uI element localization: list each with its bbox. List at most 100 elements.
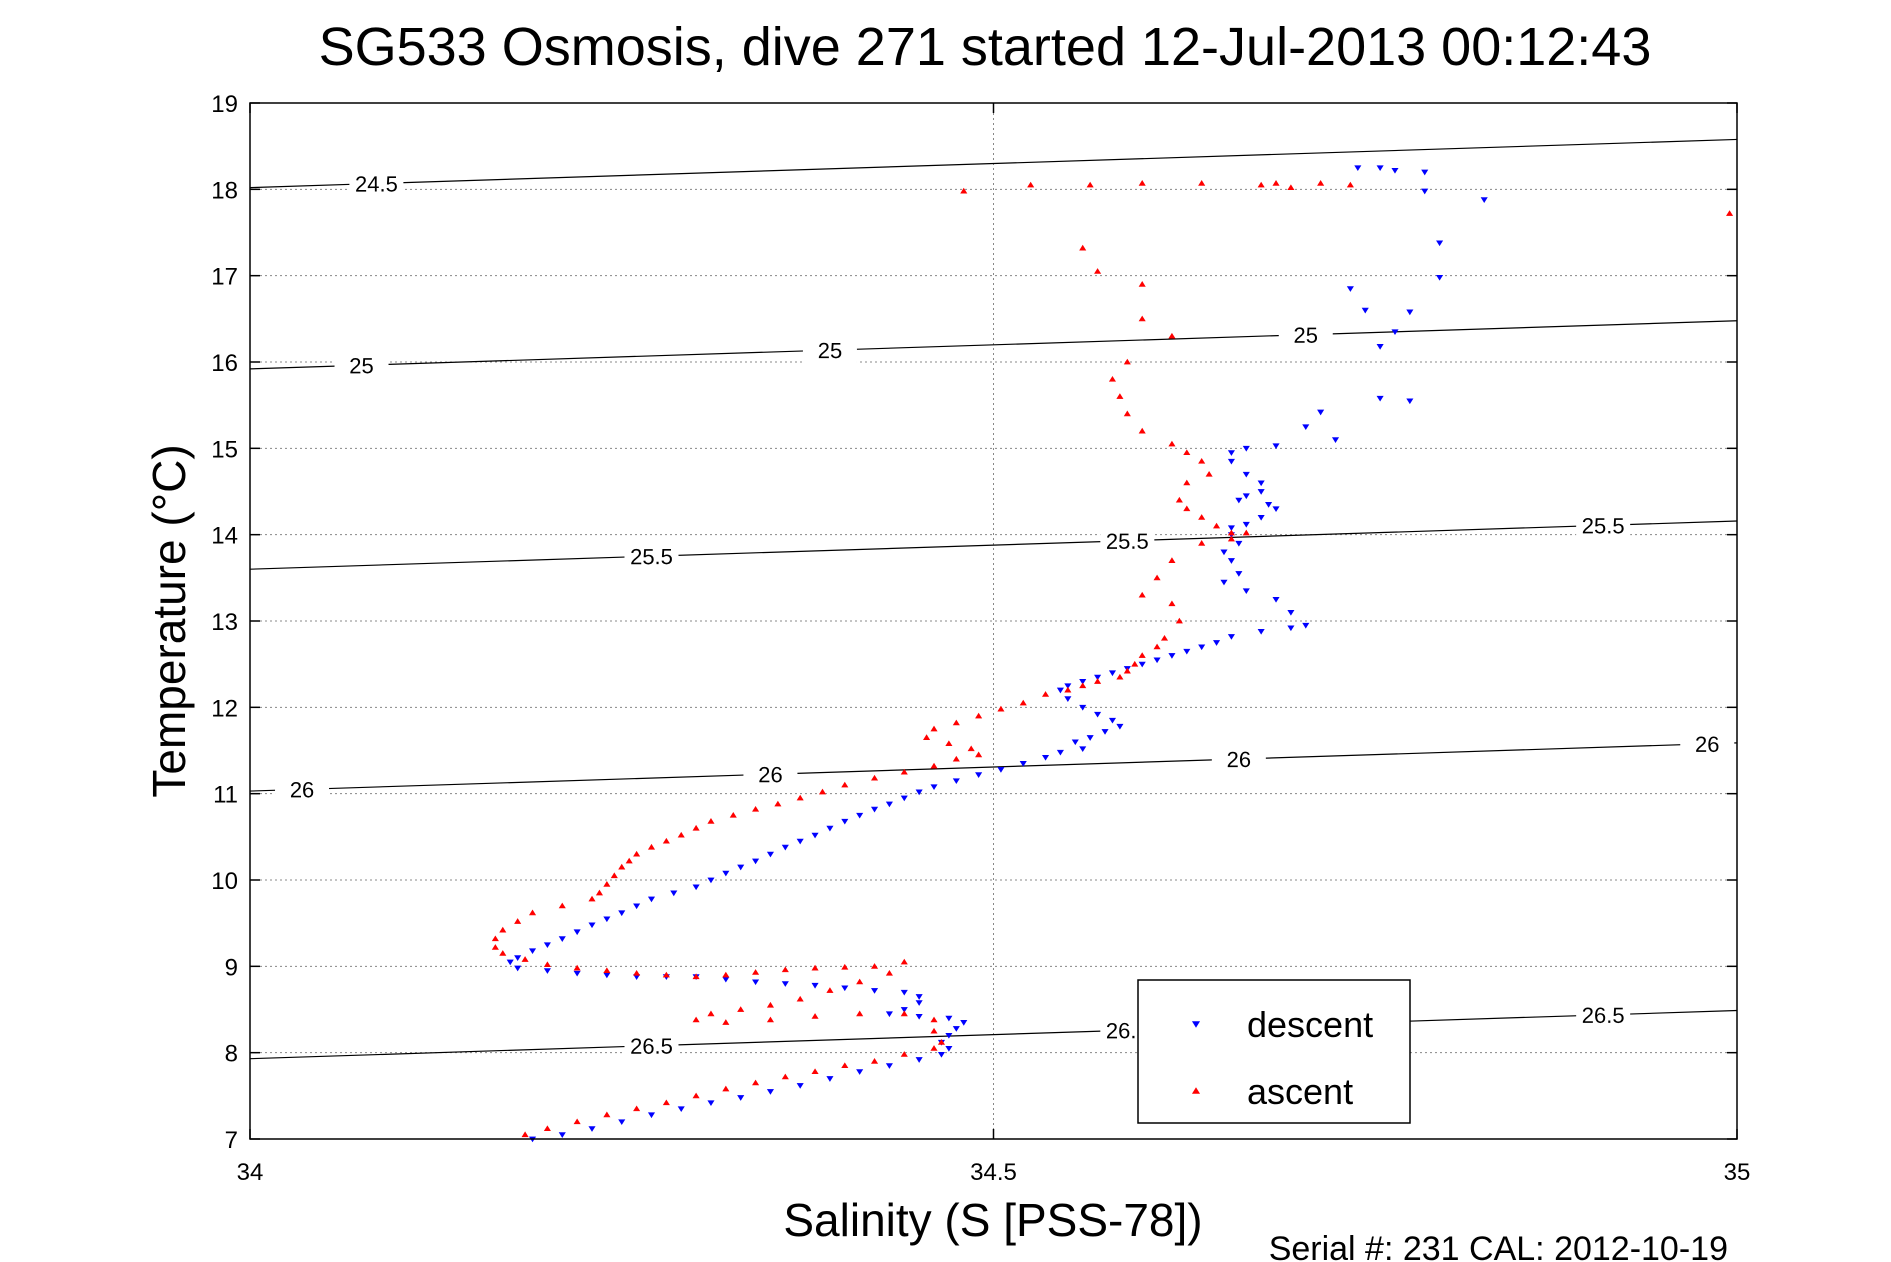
data-point-ascent: [588, 895, 596, 902]
data-point-descent: [1421, 169, 1429, 176]
isopycnal-label: 26.5: [630, 1034, 673, 1059]
data-point-descent: [1227, 558, 1235, 564]
isopycnal-line: [249, 1009, 1738, 1060]
data-point-ascent: [633, 969, 641, 976]
data-point-descent: [1242, 445, 1250, 452]
data-point-ascent: [543, 1125, 551, 1132]
data-point-descent: [1436, 240, 1444, 247]
isopycnal-label: 25: [818, 338, 843, 363]
y-axis-label: Temperature (°C): [143, 444, 195, 797]
data-point-ascent: [856, 1010, 864, 1017]
isopycnal-label: 26: [1227, 747, 1252, 772]
data-point-descent: [1317, 409, 1325, 416]
data-point-ascent: [1108, 376, 1117, 382]
data-point-descent: [603, 916, 611, 923]
data-point-descent: [796, 1083, 804, 1089]
data-point-descent: [1064, 683, 1072, 690]
data-point-ascent: [766, 1001, 774, 1008]
data-point-ascent: [722, 1085, 730, 1092]
data-point-ascent: [1019, 699, 1027, 706]
data-point-ascent: [1183, 449, 1191, 456]
data-point-descent: [1094, 674, 1102, 681]
data-point-descent: [1242, 471, 1250, 478]
y-axis-ticks: 7 8 9 10 11 12 13 14 15 16 17 18 19: [211, 91, 1737, 1154]
data-point-descent: [514, 965, 522, 972]
data-point-ascent: [1198, 180, 1206, 186]
serial-calibration-note: Serial #: 231 CAL: 2012-10-19: [1269, 1230, 1728, 1262]
data-point-descent: [707, 1100, 715, 1107]
data-point-ascent: [1138, 180, 1146, 186]
data-point-descent: [1056, 687, 1064, 694]
data-point-ascent: [1168, 440, 1176, 447]
data-point-descent: [1056, 749, 1064, 756]
data-point-ascent: [1086, 181, 1094, 188]
data-point-descent: [856, 812, 864, 819]
isopycnal-label: 26: [290, 777, 315, 802]
y-tick-label: 7: [225, 1127, 238, 1154]
data-point-descent: [841, 818, 849, 825]
data-point-descent: [737, 864, 745, 871]
data-point-descent: [811, 832, 819, 839]
data-point-descent: [885, 1063, 893, 1069]
data-point-ascent: [633, 1105, 641, 1112]
data-point-descent: [1391, 167, 1399, 174]
data-point-ascent: [662, 1099, 670, 1106]
y-tick-label: 14: [211, 523, 238, 550]
data-point-descent: [1406, 398, 1414, 405]
data-point-ascent: [870, 774, 879, 781]
data-point-descent: [528, 948, 537, 955]
data-point-descent: [692, 884, 700, 891]
data-point-descent: [826, 1076, 834, 1082]
data-point-descent: [960, 1020, 968, 1026]
data-point-descent: [543, 942, 551, 949]
data-point-descent: [506, 959, 514, 966]
data-point-descent: [900, 795, 908, 802]
x-axis-ticks: 34 34.5 35: [237, 103, 1750, 1186]
data-point-descent: [1108, 670, 1117, 677]
data-point-descent: [781, 844, 789, 851]
data-point-ascent: [811, 964, 819, 971]
data-point-ascent: [1198, 458, 1206, 464]
data-point-ascent: [1123, 410, 1131, 417]
data-point-descent: [543, 968, 551, 974]
data-point-ascent: [870, 1058, 879, 1064]
data-point-descent: [900, 1007, 908, 1013]
data-point-descent: [885, 801, 893, 808]
data-point-ascent: [1213, 522, 1221, 529]
data-point-descent: [633, 903, 641, 910]
data-point-ascent: [625, 857, 633, 864]
isopycnal-label: 25: [349, 353, 374, 378]
data-point-ascent: [499, 926, 507, 933]
y-tick-label: 9: [225, 954, 238, 981]
data-point-descent: [618, 1119, 626, 1125]
data-point-descent: [1376, 344, 1384, 350]
data-point-ascent: [796, 794, 804, 801]
isopycnal-line: [249, 138, 1738, 189]
data-point-descent: [1242, 588, 1250, 595]
density-contours: 24.525252525.525.525.52626262626.526.526…: [249, 138, 1738, 1060]
data-point-ascent: [729, 811, 737, 818]
data-point-descent: [1198, 644, 1206, 651]
data-point-descent: [1235, 571, 1243, 577]
data-point-descent: [870, 806, 879, 813]
data-point-ascent: [1153, 574, 1161, 581]
data-point-ascent: [1227, 529, 1235, 536]
data-point-descent: [1257, 514, 1265, 521]
data-point-descent: [1108, 717, 1117, 724]
data-point-descent: [1376, 165, 1384, 172]
data-point-ascent: [1094, 678, 1102, 684]
legend-box: [1137, 979, 1411, 1124]
data-point-descent: [997, 767, 1005, 773]
data-point-ascent: [997, 705, 1005, 712]
data-point-ascent: [975, 751, 983, 758]
data-point-descent: [796, 838, 804, 845]
data-point-descent: [1220, 549, 1228, 556]
data-point-descent: [811, 982, 819, 989]
data-point-descent: [1138, 661, 1146, 668]
data-point-descent: [1346, 286, 1354, 292]
data-point-descent: [1079, 679, 1087, 685]
y-tick-label: 10: [211, 868, 238, 895]
y-tick-label: 8: [225, 1041, 238, 1068]
isopycnal-label-bg: [274, 775, 330, 804]
